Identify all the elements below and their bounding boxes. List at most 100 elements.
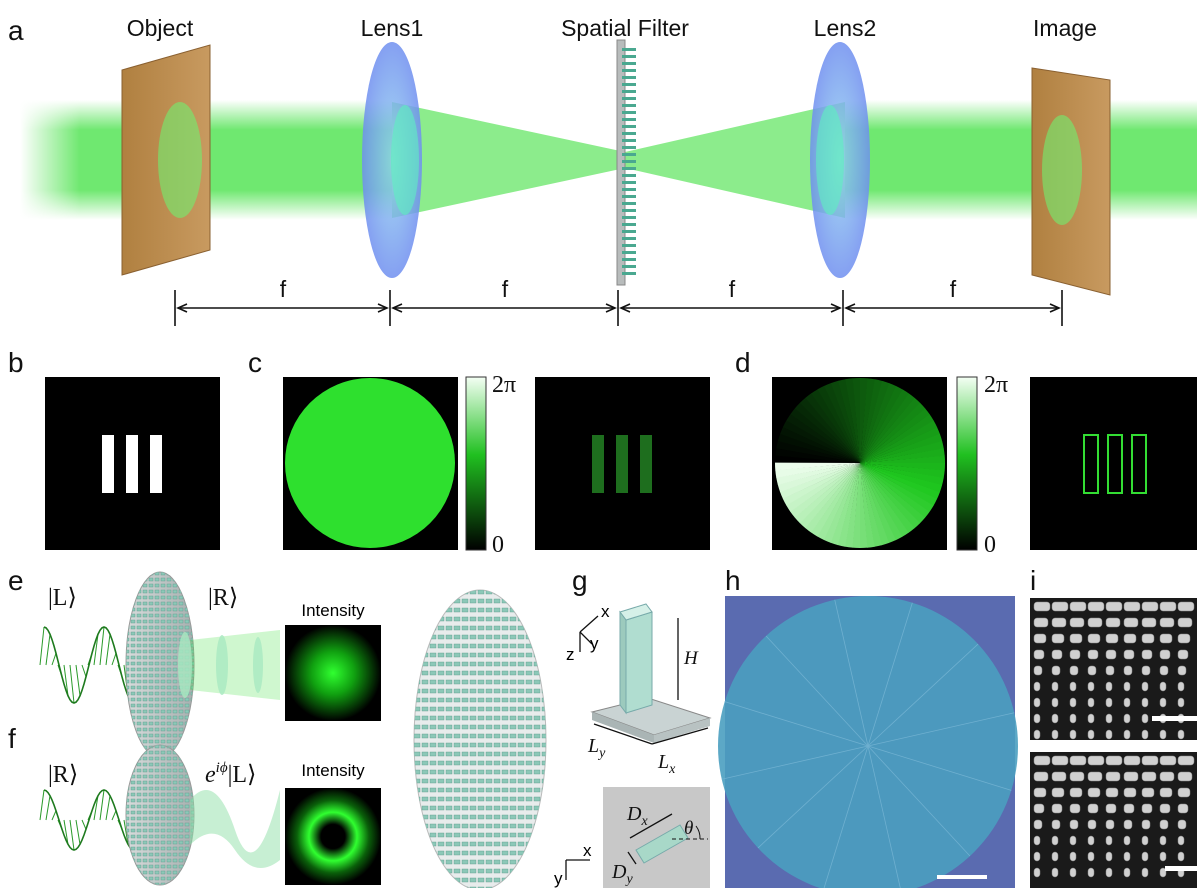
- sem-pillar: [1141, 755, 1159, 766]
- pillar: [469, 715, 477, 721]
- pillar: [126, 774, 130, 779]
- pillar: [437, 688, 445, 694]
- pillar: [126, 733, 130, 738]
- pillar: [429, 868, 437, 874]
- pillar: [166, 768, 172, 773]
- pillar: [142, 816, 148, 821]
- pillar: [190, 858, 194, 863]
- sem-pillar: [1105, 867, 1113, 878]
- pillar: [142, 774, 148, 779]
- pillar: [136, 745, 142, 749]
- pillar: [541, 724, 546, 730]
- pillar: [166, 649, 172, 654]
- pillar: [136, 882, 142, 885]
- pillar: [166, 601, 172, 606]
- pillar: [541, 805, 546, 811]
- pillar: [190, 631, 194, 636]
- pillar: [437, 778, 445, 784]
- scale-bar: [937, 875, 987, 879]
- pillar: [142, 768, 148, 773]
- pillar: [485, 859, 493, 865]
- pillar: [126, 816, 130, 821]
- pillar: [178, 768, 184, 773]
- pillar: [154, 619, 160, 624]
- phase-wedge: [780, 426, 860, 463]
- pillar: [190, 589, 194, 594]
- helix-spoke: [51, 810, 57, 821]
- pillar: [154, 745, 160, 749]
- pillar: [178, 810, 184, 815]
- pillar: [509, 868, 517, 874]
- pillar: [166, 756, 172, 761]
- pillar: [517, 706, 525, 712]
- phase-wedge: [823, 463, 860, 543]
- panel-letter: i: [1030, 565, 1036, 596]
- pillar: [509, 769, 517, 775]
- pillar: [421, 590, 429, 595]
- pillar: [166, 846, 172, 851]
- sem-pillar: [1141, 601, 1159, 612]
- pillar: [190, 607, 194, 612]
- pillar: [469, 778, 477, 784]
- pillar: [453, 751, 461, 757]
- pillar: [445, 661, 453, 667]
- intensity-map: [285, 788, 381, 885]
- sem-pillar: [1051, 755, 1069, 766]
- pillar: [453, 616, 461, 622]
- phase-wedge: [837, 463, 860, 547]
- filter-stripe: [622, 195, 636, 198]
- pillar: [517, 625, 525, 631]
- helix-spoke: [123, 819, 129, 845]
- pillar: [178, 572, 184, 576]
- pillar: [148, 804, 154, 809]
- pillar: [166, 804, 172, 809]
- pillar: [517, 868, 525, 874]
- pillar: [142, 637, 148, 642]
- pillar: [130, 685, 136, 690]
- pillar: [160, 870, 166, 875]
- pillar: [445, 625, 453, 631]
- pillar: [172, 810, 178, 815]
- pillar: [136, 703, 142, 708]
- pillar: [421, 778, 429, 784]
- pillar: [501, 823, 509, 829]
- phase-wedge: [860, 463, 921, 529]
- panel-letter: a: [8, 15, 24, 46]
- pillar: [414, 607, 421, 613]
- pillar: [190, 601, 194, 606]
- pillar: [414, 868, 421, 874]
- pillar: [178, 804, 184, 809]
- pillar: [501, 590, 509, 595]
- pillar: [461, 697, 469, 703]
- pillar: [178, 721, 184, 726]
- pillar: [429, 805, 437, 811]
- pillar: [126, 631, 130, 636]
- pillar: [154, 810, 160, 815]
- pillar: [469, 796, 477, 802]
- filter-stripe: [622, 132, 636, 135]
- pillar: [126, 745, 130, 749]
- pillar: [148, 828, 154, 833]
- pillar: [130, 589, 136, 594]
- pillar: [148, 733, 154, 738]
- pillar: [533, 616, 541, 622]
- pillar: [517, 688, 525, 694]
- pillar: [142, 864, 148, 869]
- pillar: [126, 870, 130, 875]
- pillar: [517, 670, 525, 676]
- pillar: [130, 583, 136, 588]
- helix-spoke: [99, 789, 105, 821]
- panel-i: [1030, 598, 1197, 888]
- pillar: [130, 613, 136, 618]
- pillar: [148, 822, 154, 827]
- pillar: [172, 607, 178, 612]
- pillar: [172, 715, 178, 720]
- pillar: [160, 774, 166, 779]
- pillar: [190, 733, 194, 738]
- pillar: [421, 724, 429, 730]
- pillar: [130, 643, 136, 648]
- pillar: [541, 751, 546, 757]
- pillar: [517, 769, 525, 775]
- arrow-head: [605, 303, 617, 313]
- pillar: [421, 850, 429, 856]
